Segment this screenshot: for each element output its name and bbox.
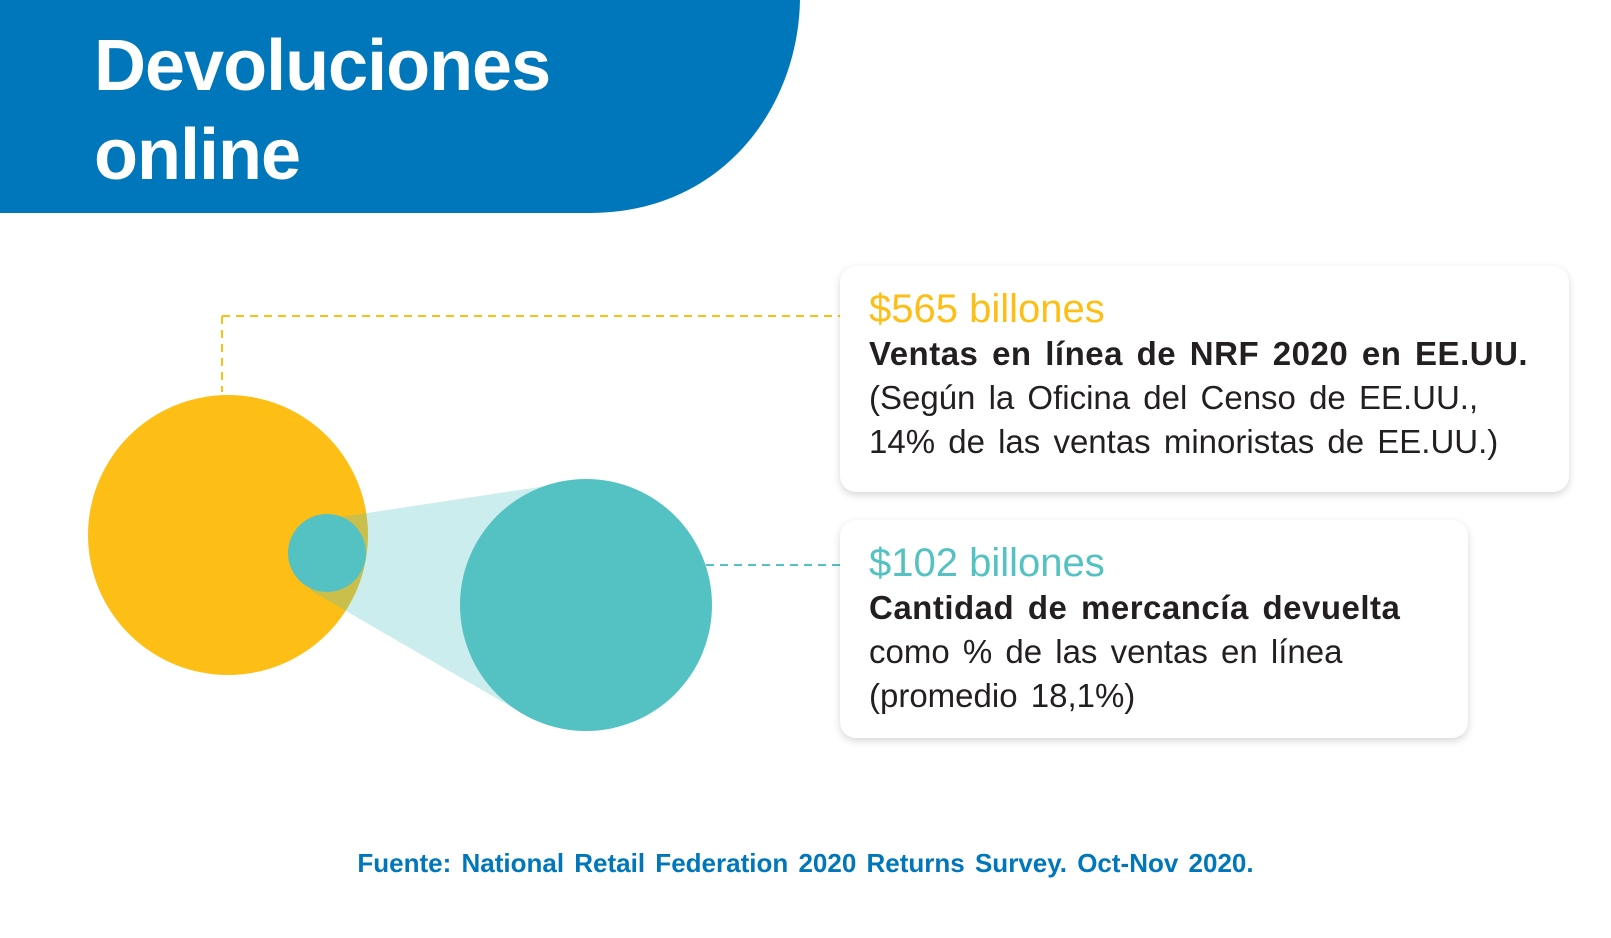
- online-sales-amount: $565 billones: [869, 287, 1105, 331]
- returns-small-circle: [288, 514, 366, 592]
- header-shape: [0, 0, 800, 213]
- returns-heading: Cantidad de mercancía devuelta: [869, 589, 1401, 626]
- online-sales-circle: [88, 395, 368, 675]
- returns-large-circle: [460, 479, 712, 731]
- returns-note-line1: como % de las ventas en línea: [869, 633, 1343, 670]
- online-sales-note-line1: (Según la Oficina del Censo de EE.UU.,: [869, 379, 1479, 416]
- returns-note-line2: (promedio 18,1%): [869, 677, 1136, 714]
- header-banner: [0, 0, 800, 213]
- online-sales-card: $565 billones Ventas en línea de NRF 202…: [840, 266, 1569, 492]
- returns-card: $102 billones Cantidad de mercancía devu…: [840, 520, 1468, 738]
- online-sales-note-line2: 14% de las ventas minoristas de EE.UU.): [869, 423, 1499, 460]
- source-footnote: Fuente: National Retail Federation 2020 …: [357, 848, 1254, 878]
- page-title-line1: Devoluciones: [94, 26, 551, 106]
- returns-amount: $102 billones: [869, 541, 1105, 585]
- online-sales-heading: Ventas en línea de NRF 2020 en EE.UU.: [869, 335, 1529, 372]
- page-title-line2: online: [94, 115, 301, 195]
